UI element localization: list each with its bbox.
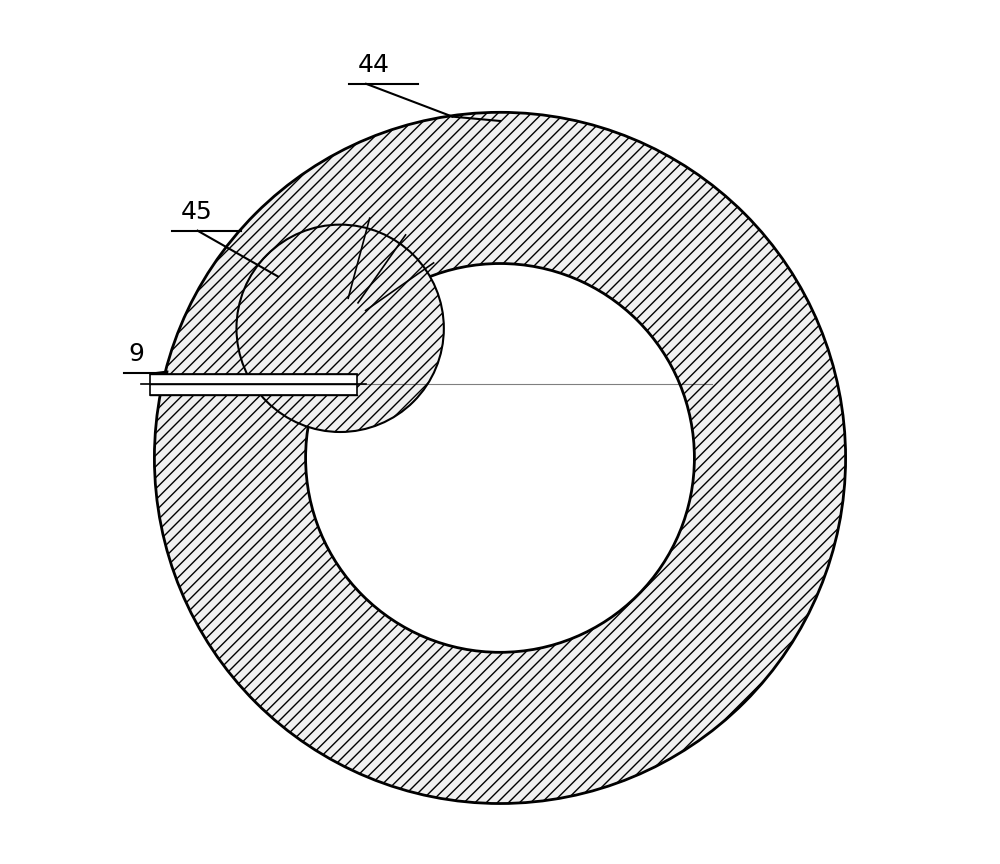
Text: 44: 44 <box>357 53 389 77</box>
Text: 45: 45 <box>180 200 212 224</box>
Bar <box>150 374 357 395</box>
Circle shape <box>236 225 444 432</box>
Text: 9: 9 <box>128 342 144 366</box>
Circle shape <box>306 264 694 652</box>
Circle shape <box>154 112 846 804</box>
